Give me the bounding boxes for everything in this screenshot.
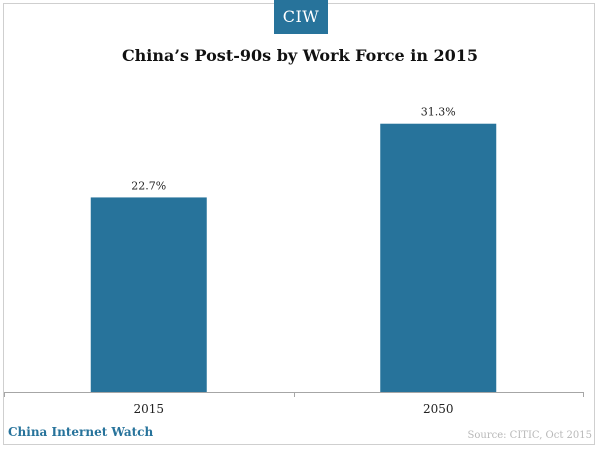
ciw-logo: CIW bbox=[274, 0, 328, 34]
x-tick-label-2015: 2015 bbox=[133, 402, 164, 416]
brand-footer: China Internet Watch bbox=[8, 425, 154, 439]
bar-2015 bbox=[90, 197, 207, 392]
chart-title: China’s Post-90s by Work Force in 2015 bbox=[121, 46, 479, 65]
source-note: Source: CITIC, Oct 2015 bbox=[467, 430, 592, 441]
data-label-2015: 22.7% bbox=[131, 179, 166, 192]
data-label-2050: 31.3% bbox=[421, 106, 456, 119]
bar-2050 bbox=[380, 123, 497, 392]
x-tick-label-2050: 2050 bbox=[423, 402, 454, 416]
